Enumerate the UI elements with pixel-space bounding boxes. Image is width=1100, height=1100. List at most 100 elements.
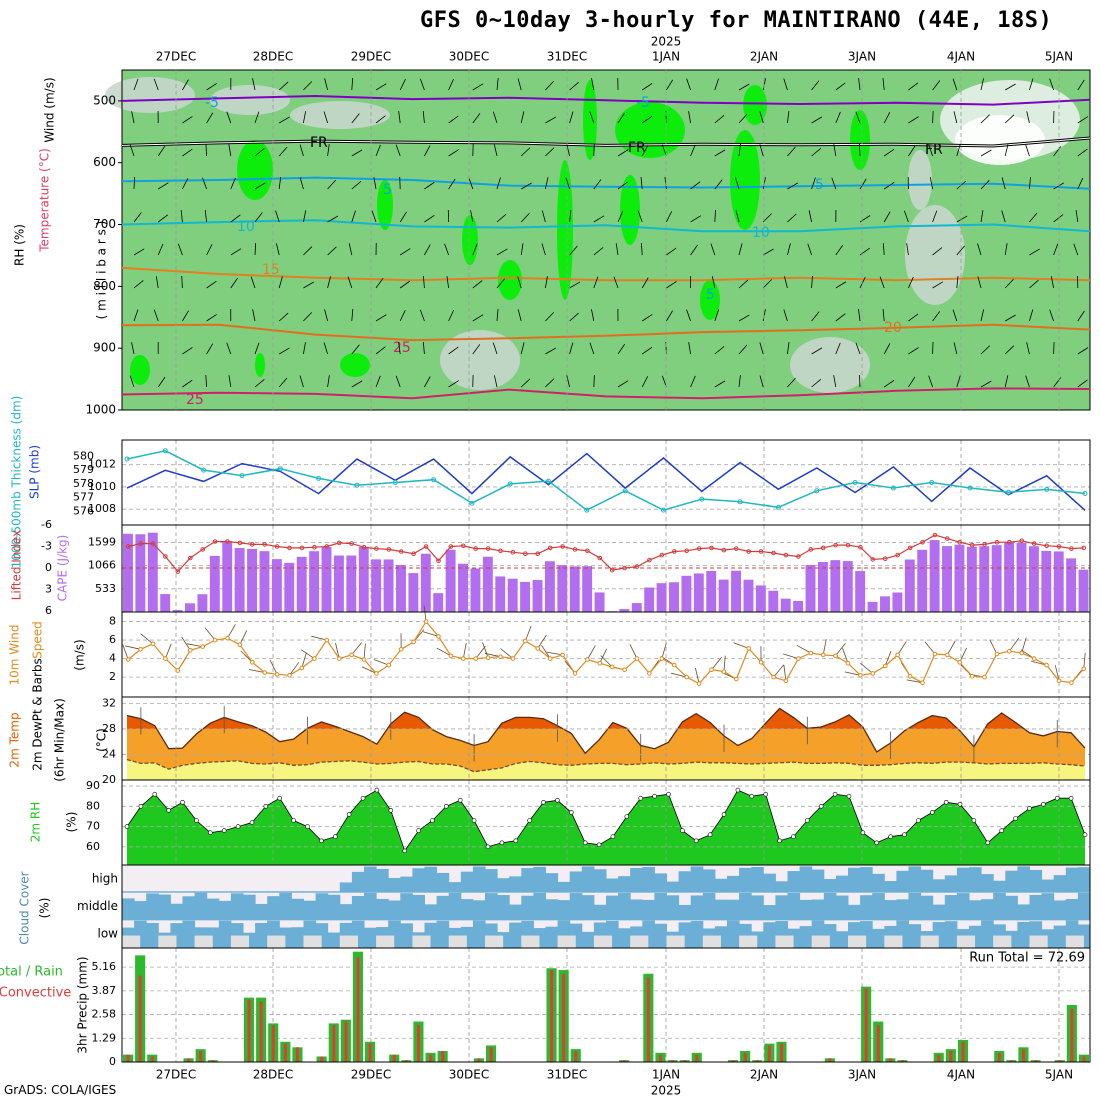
low-cloud-cell [593, 935, 613, 948]
cloud-cell [412, 894, 425, 921]
cloud-cell [327, 891, 341, 893]
wind-speed-point [448, 653, 454, 659]
wind-barb [546, 651, 563, 656]
cloud-cell [243, 894, 256, 921]
temp-line [126, 707, 1086, 755]
wind-barb [759, 375, 764, 388]
dewpoint-line [126, 758, 1086, 773]
lifted-index-point [547, 545, 553, 551]
isotherm-label: 25 [186, 392, 204, 408]
wind-barb [762, 213, 772, 223]
ylabel-lifted-index: Lifted Index [10, 530, 24, 601]
cloud-cell [303, 900, 317, 921]
cloud-cell [896, 870, 909, 893]
rh2m-point [291, 818, 296, 823]
rh2m-point [985, 840, 991, 846]
precip-convective-bar [683, 1060, 687, 1062]
wind-barb [738, 314, 750, 322]
wind-barb [600, 655, 613, 668]
thickness-point [699, 496, 705, 502]
wind-barb [303, 111, 307, 124]
rh2m-point [596, 842, 602, 848]
cape-bar [942, 546, 952, 612]
wind-barb [496, 278, 505, 289]
wind-barb [545, 347, 556, 355]
wind-barb [227, 624, 236, 639]
wind-speed-point [882, 663, 888, 669]
cape-bar [991, 545, 1002, 612]
lifted-index-point [734, 546, 739, 551]
cloud-cell [364, 927, 377, 948]
rh-region [700, 280, 720, 320]
wind-barb [363, 643, 366, 660]
thickness-ytick: 580 [73, 449, 94, 462]
wind-barb [1004, 144, 1009, 157]
wind-barb [908, 276, 914, 289]
series-line [126, 450, 1086, 511]
precip-convective-bar [997, 1052, 1001, 1062]
thickness-point [239, 473, 245, 479]
temp-max-area [127, 708, 1025, 729]
wind-barb [545, 147, 555, 157]
cloud-cell [642, 899, 655, 921]
wind-barb [1053, 146, 1062, 157]
cloud-cell [146, 893, 159, 921]
wind-barb [714, 380, 726, 388]
wind-barb [569, 81, 579, 91]
wind-barb [569, 210, 572, 223]
precip-convective-bar [429, 1054, 433, 1062]
lifted-index-point [312, 544, 317, 550]
thickness-point [775, 504, 781, 510]
precip-panel: 0 1.29 2.58 3.87 5.16 Run Total = 72.69 3hr Pr… [0, 947, 1091, 1068]
lifted-index-point [1056, 544, 1062, 549]
cape-bar [880, 596, 890, 612]
thickness-point [622, 488, 628, 494]
lifted-index-point [696, 546, 702, 551]
wind-barb [303, 81, 313, 91]
wind-barb [1077, 347, 1089, 355]
wind-ytick: 6 [109, 633, 116, 646]
rh2m-point [277, 795, 283, 801]
precip-convective-bar [247, 999, 251, 1062]
cape-bar [582, 566, 593, 612]
wind-barb [182, 148, 193, 157]
wind-barb [897, 641, 907, 656]
wind-barb [206, 343, 214, 355]
wind-barb [811, 276, 813, 289]
cape-bar [805, 564, 816, 612]
temp-ytick: 28 [102, 722, 116, 735]
lifted-index-point [448, 544, 454, 549]
cape-bar [147, 532, 158, 612]
lifted-index-point [411, 551, 416, 557]
cloud-cell [714, 899, 728, 921]
rh2m-point [971, 818, 977, 823]
low-cloud-cell [702, 935, 721, 948]
lifted-index-point [374, 546, 379, 551]
wind-barb [641, 346, 653, 355]
wind-barb [956, 215, 968, 223]
cloud-cell [545, 926, 559, 948]
wind-barb [496, 248, 508, 256]
lifted-index-point [188, 555, 193, 561]
wind-barb [688, 111, 691, 124]
cloud-cell [291, 898, 304, 921]
isotherm-25 [121, 387, 1091, 400]
wind-speed-point [696, 681, 702, 686]
wind-barb [517, 78, 522, 91]
low-cloud-cell [920, 935, 939, 948]
cloud-cell [908, 866, 922, 893]
cape-bar [123, 533, 133, 612]
cape-bar [234, 548, 245, 612]
wind-barb [299, 177, 304, 190]
low-cloud-cell [666, 935, 685, 948]
temp-ytick: 20 [102, 773, 116, 786]
wind-barb [835, 244, 844, 256]
bottom-day-label: 30DEC [449, 1068, 489, 1082]
precip-convective-bar [731, 1060, 735, 1062]
rh-region [850, 110, 870, 170]
rh2m-point [499, 840, 505, 846]
wind-barb [129, 375, 135, 388]
wind-speed-point [771, 674, 776, 680]
cape-bar [495, 576, 506, 612]
